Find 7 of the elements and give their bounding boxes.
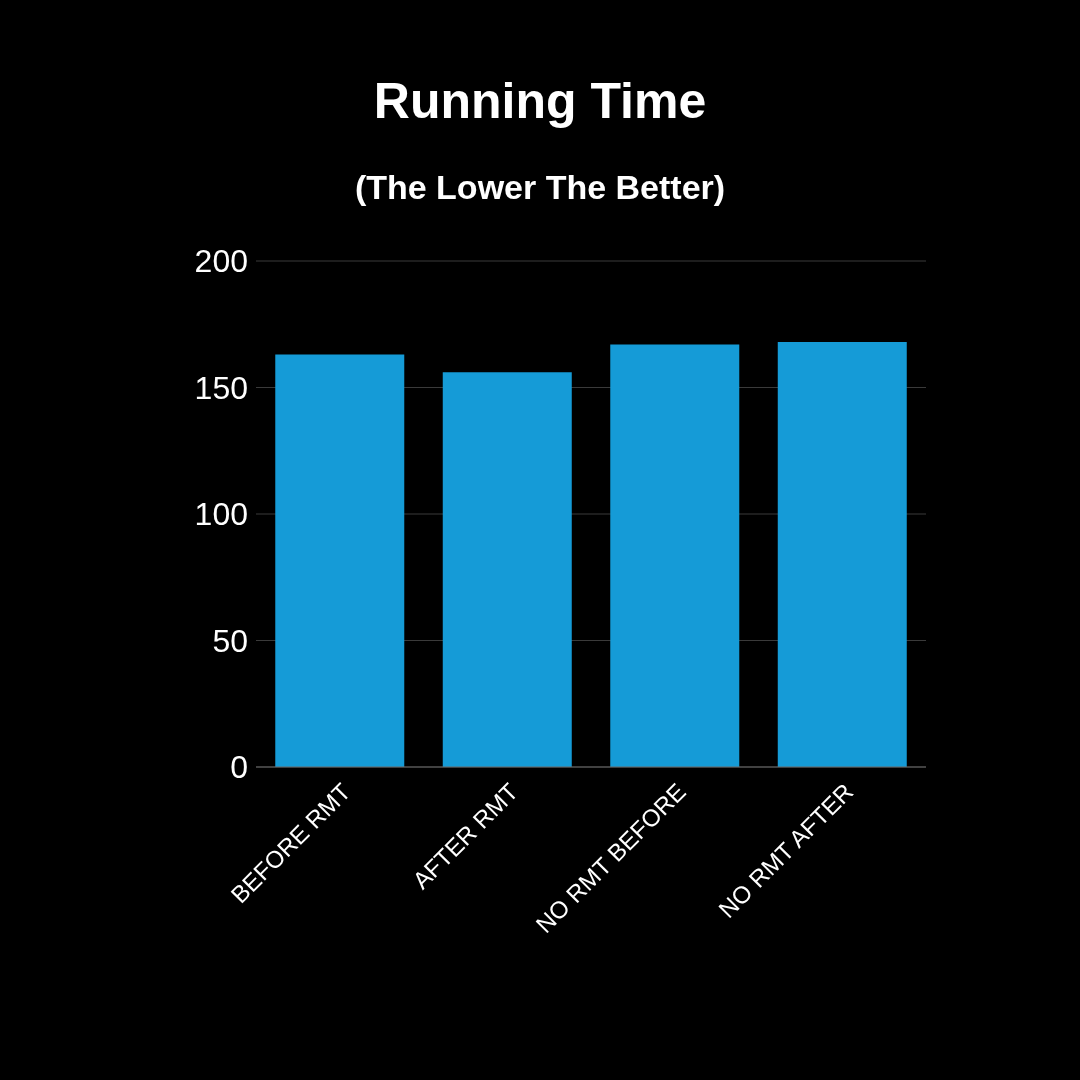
chart-title: Running Time [372, 72, 708, 130]
y-tick-label: 200 [194, 243, 248, 280]
y-tick-label: 50 [212, 622, 248, 659]
y-tick-label: 0 [230, 749, 248, 786]
y-tick-label: 100 [194, 496, 248, 533]
chart-subtitle: (The Lower The Better) [353, 168, 727, 207]
y-tick-label: 150 [194, 369, 248, 406]
